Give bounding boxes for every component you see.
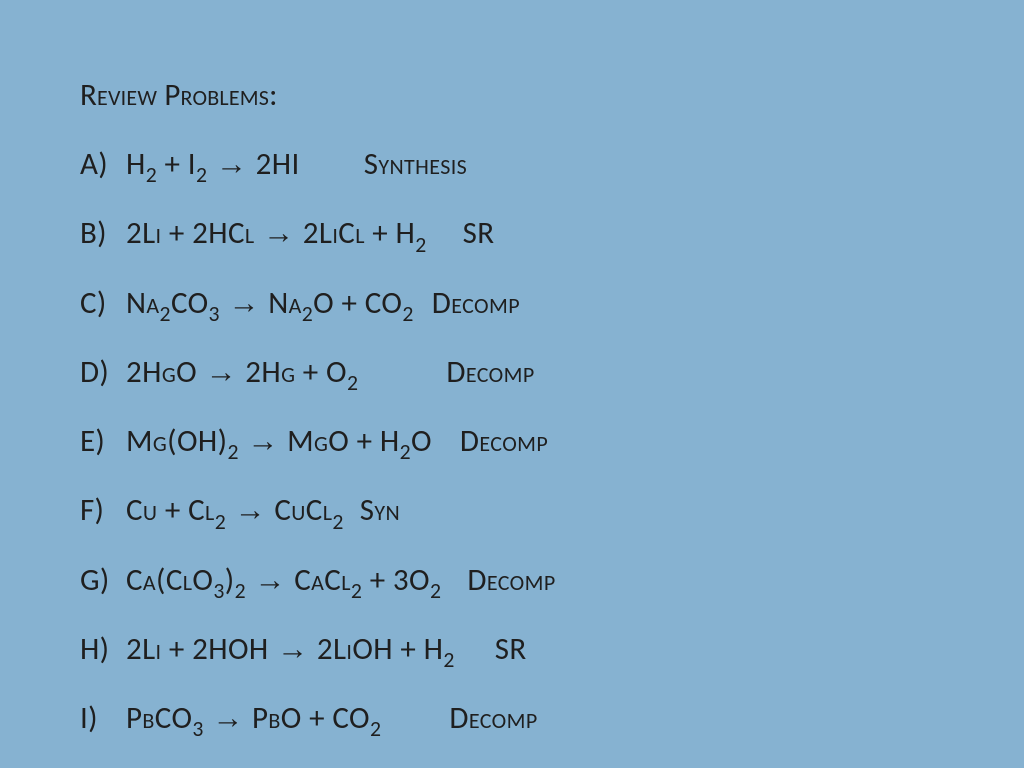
problem-letter: G): [80, 555, 126, 605]
reaction-type: Decomp: [460, 416, 548, 466]
equation: PbCO3 → PbO + CO2: [126, 693, 381, 743]
equation: Cu + Cl2 → CuCl2: [126, 485, 344, 535]
reaction-type: SR: [495, 624, 527, 674]
problem-row: D)2HgO → 2Hg + O2 Decomp: [80, 347, 1024, 397]
equation: Na2CO3 → Na2O + CO2: [126, 278, 414, 328]
reaction-type: Decomp: [432, 278, 520, 328]
problem-letter: E): [80, 416, 126, 466]
problem-row: I)PbCO3 → PbO + CO2 Decomp: [80, 693, 1024, 743]
reaction-type: Syn: [360, 485, 400, 535]
problem-row: E)Mg(OH)2 → MgO + H2O Decomp: [80, 416, 1024, 466]
equation: 2Li + 2HOH → 2LiOH + H2: [126, 624, 455, 674]
reaction-type: Decomp: [449, 693, 537, 743]
equation: 2HgO → 2Hg + O2: [126, 347, 358, 397]
problem-letter: B): [80, 208, 126, 258]
problem-letter: A): [80, 139, 126, 189]
slide: Review Problems: A)H2 + I2 → 2HI Synthesi…: [0, 0, 1024, 743]
reaction-type: Decomp: [467, 555, 555, 605]
problem-letter: H): [80, 624, 126, 674]
equation: 2Li + 2HCl → 2LiCl + H2: [126, 208, 427, 258]
slide-title: Review Problems:: [80, 70, 1024, 120]
reaction-type: Synthesis: [364, 139, 467, 189]
problem-row: G)Ca(ClO3)2 → CaCl2 + 3O2 Decomp: [80, 555, 1024, 605]
reaction-type: Decomp: [446, 347, 534, 397]
problem-list: A)H2 + I2 → 2HI Synthesis B)2Li + 2HCl → 2…: [80, 139, 1024, 743]
problem-row: C)Na2CO3 → Na2O + CO2 Decomp: [80, 278, 1024, 328]
problem-letter: F): [80, 485, 126, 535]
problem-row: F)Cu + Cl2 → CuCl2 Syn: [80, 485, 1024, 535]
equation: Mg(OH)2 → MgO + H2O: [126, 416, 432, 466]
problem-letter: D): [80, 347, 126, 397]
reaction-type: SR: [463, 208, 495, 258]
problem-row: A)H2 + I2 → 2HI Synthesis: [80, 139, 1024, 189]
equation: H2 + I2 → 2HI: [126, 139, 300, 189]
problem-row: H)2Li + 2HOH → 2LiOH + H2 SR: [80, 624, 1024, 674]
equation: Ca(ClO3)2 → CaCl2 + 3O2: [126, 555, 441, 605]
problem-letter: I): [80, 693, 126, 743]
problem-row: B)2Li + 2HCl → 2LiCl + H2 SR: [80, 208, 1024, 258]
problem-letter: C): [80, 278, 126, 328]
